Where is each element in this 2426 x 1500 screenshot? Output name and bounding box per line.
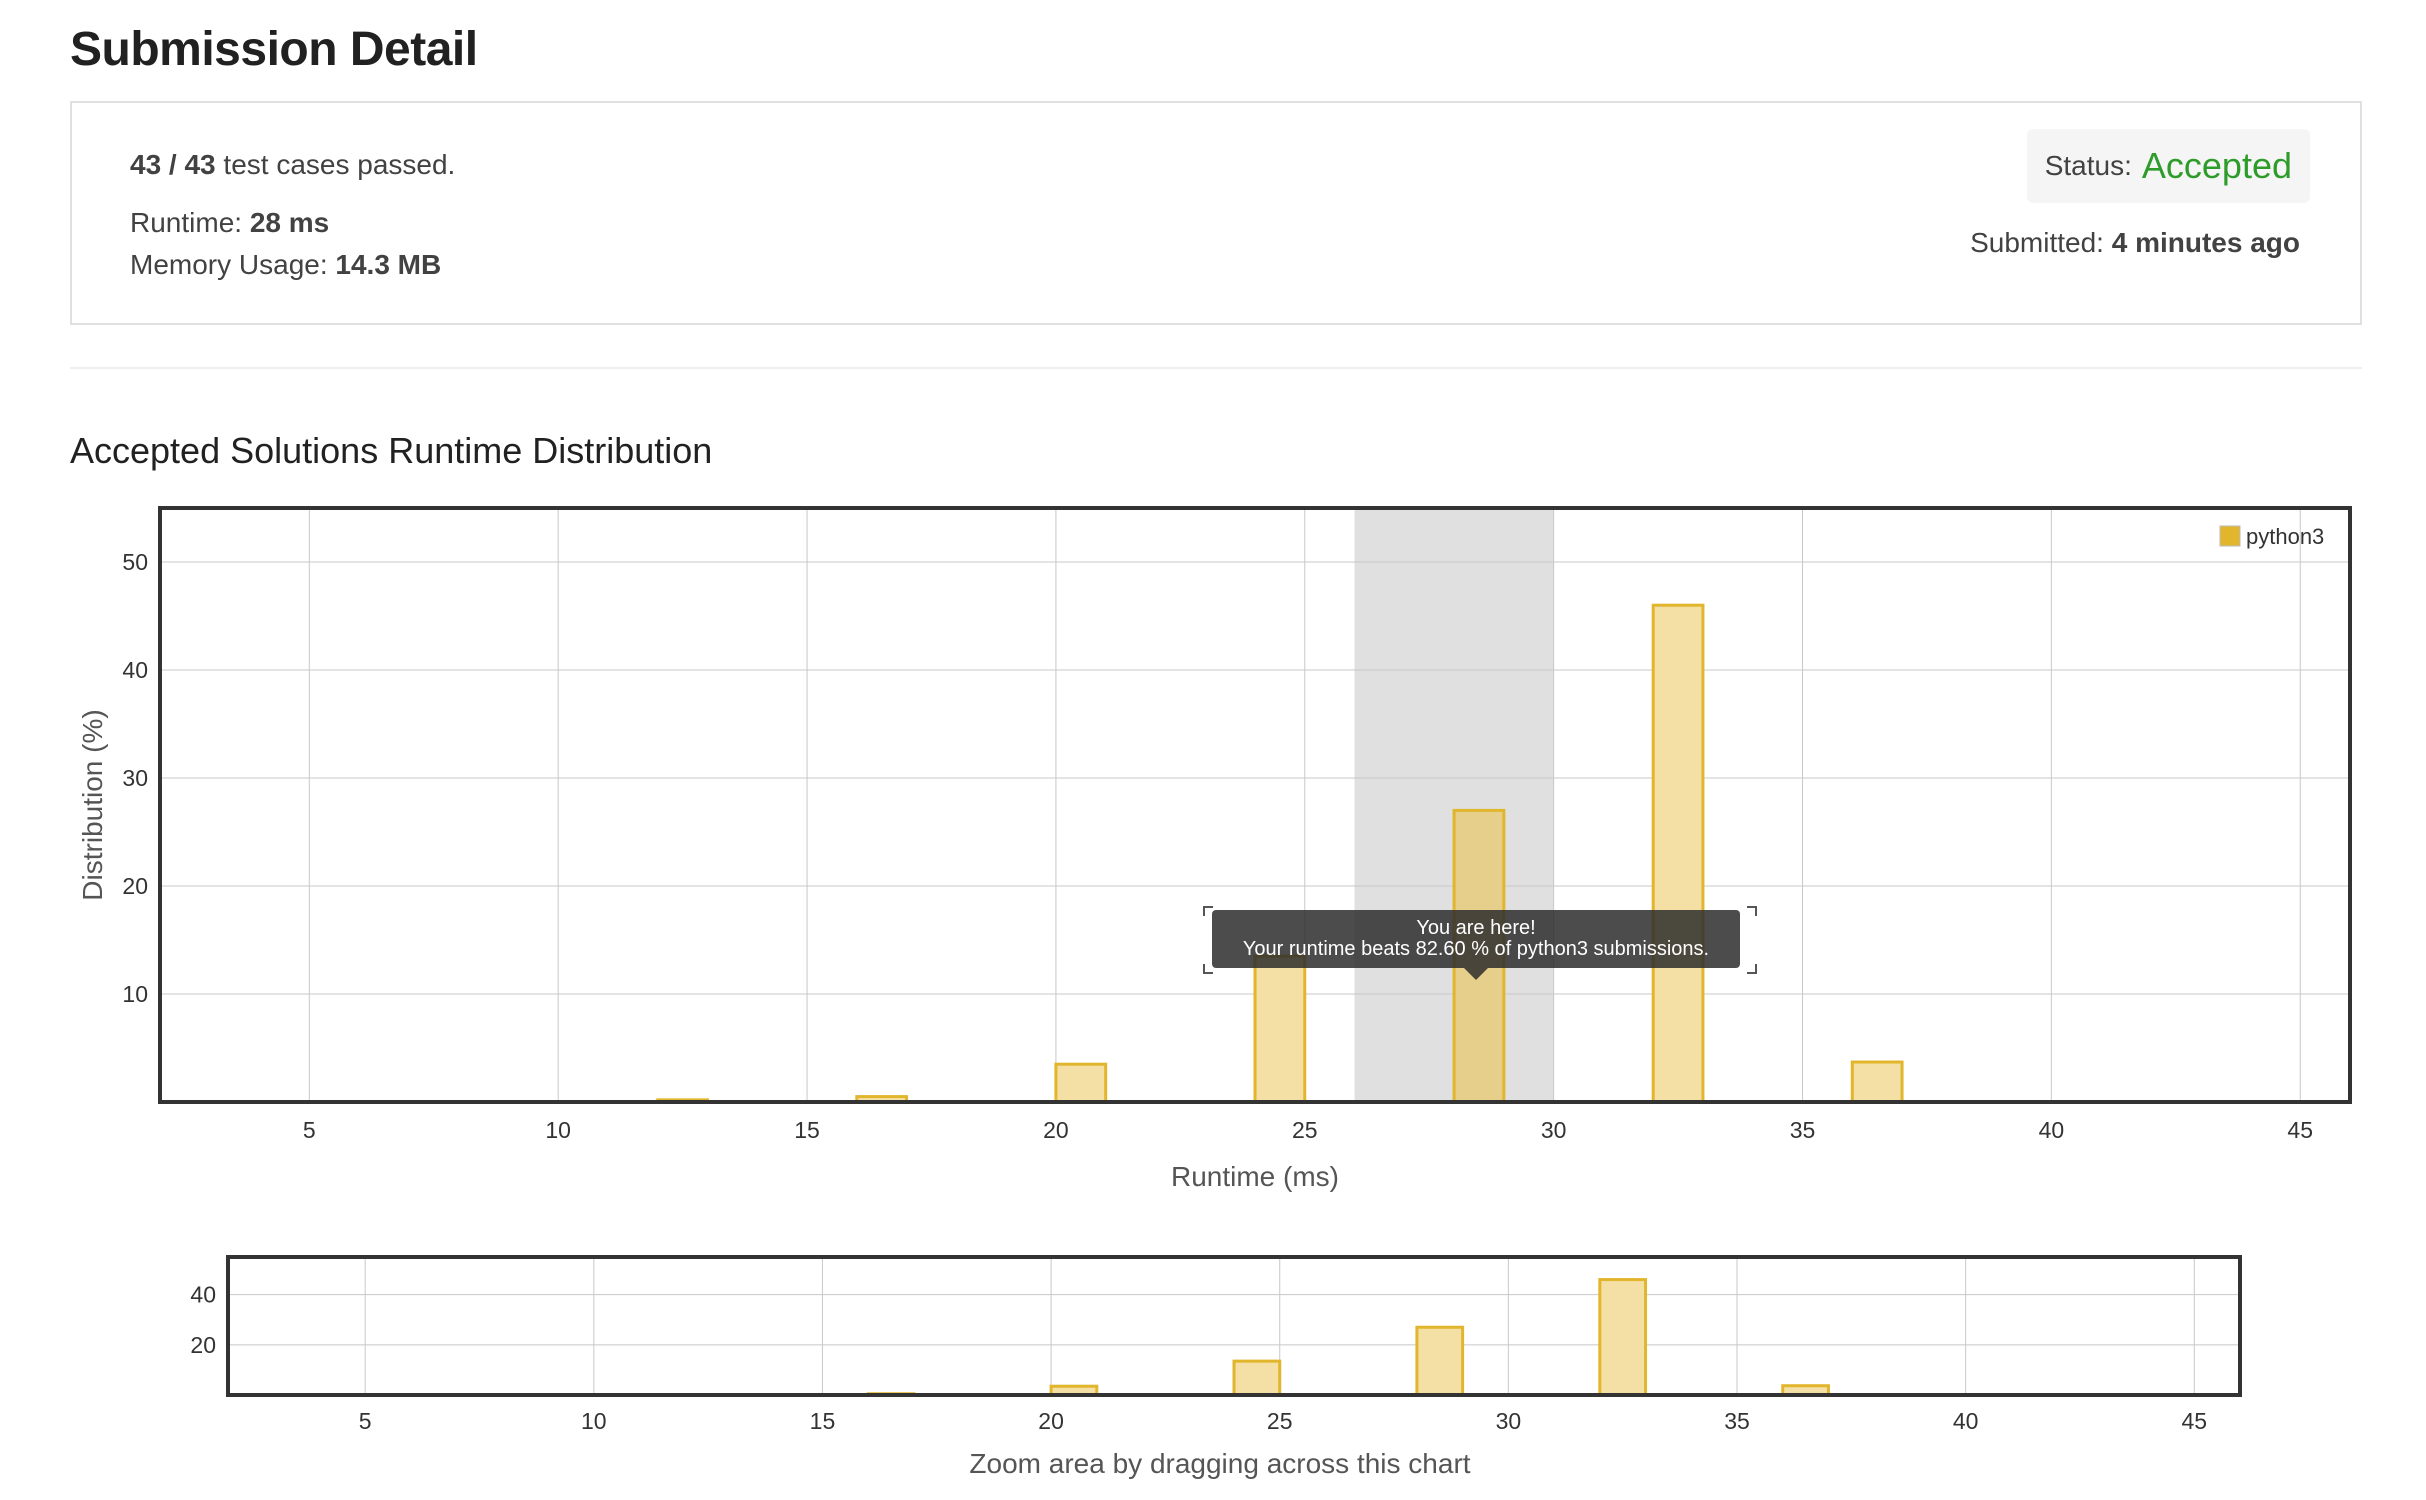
y-tick-label: 20 [190, 1332, 216, 1358]
memory-line: Memory Usage: 14.3 MB [130, 249, 441, 281]
page-title: Submission Detail [70, 23, 478, 76]
runtime-value: 28 ms [249, 207, 330, 238]
runtime-line: Runtime: 28 ms [130, 207, 329, 239]
y-tick-label: 50 [122, 549, 148, 575]
y-tick-label: 40 [122, 657, 148, 683]
y-tick-label: 30 [122, 765, 148, 791]
x-tick-label: 10 [545, 1117, 571, 1143]
runtime-tooltip: You are here! Your runtime beats 82.60 %… [1212, 910, 1740, 980]
tests-passed-suffix: test cases passed. [223, 149, 456, 180]
tooltip-title: You are here! [1416, 917, 1536, 939]
bar [1253, 954, 1307, 1104]
tooltip-corner [1203, 964, 1213, 974]
x-tick-label: 35 [1724, 1408, 1750, 1434]
tests-passed-count: 43 / 43 [130, 149, 216, 180]
memory-label: Memory Usage: [130, 249, 328, 280]
submitted-value: 4 minutes ago [2111, 227, 2300, 258]
x-tick-label: 45 [2181, 1408, 2207, 1434]
runtime-distribution-chart[interactable]: 5 10 15 20 25 30 35 40 45 10 20 30 40 50 Runtime (ms) D… [70, 495, 2370, 1205]
section-title: Accepted Solutions Runtime Distribution [70, 430, 713, 471]
tooltip-corner [1747, 964, 1757, 974]
x-tick-label: 20 [1038, 1408, 1064, 1434]
x-tick-label: 20 [1043, 1117, 1069, 1143]
bar [1850, 1060, 1904, 1104]
bar [1232, 1359, 1282, 1397]
x-tick-label: 5 [303, 1117, 316, 1143]
x-tick-label: 30 [1496, 1408, 1522, 1434]
submitted-label: Submitted: [1970, 227, 2104, 258]
submitted-line: Submitted: 4 minutes ago [1970, 227, 2300, 259]
x-tick-label: 45 [2287, 1117, 2313, 1143]
test-cases-summary: 43 / 43 test cases passed. [130, 149, 455, 181]
tooltip-corner [1203, 906, 1213, 916]
y-tick-label: 10 [122, 981, 148, 1007]
legend-label: python3 [2246, 524, 2324, 549]
x-tick-label: 15 [810, 1408, 836, 1434]
bar [1054, 1062, 1108, 1104]
legend-swatch [2219, 525, 2241, 547]
overview-zoom-chart[interactable]: 5 10 15 20 25 30 35 40 45 20 40 [140, 1235, 2270, 1435]
status-value: Accepted [2141, 145, 2292, 186]
y-tick-label: 20 [122, 873, 148, 899]
bar [1598, 1278, 1648, 1397]
tooltip-body: Your runtime beats 82.60 % of python3 su… [1242, 938, 1710, 960]
status-badge: Status: Accepted [2026, 129, 2310, 203]
runtime-label: Runtime: [130, 207, 243, 238]
plot-frame [226, 1255, 2242, 1397]
x-tick-label: 5 [359, 1408, 372, 1434]
x-tick-label: 40 [2039, 1117, 2065, 1143]
x-tick-label: 10 [581, 1408, 607, 1434]
x-tick-label: 25 [1267, 1408, 1293, 1434]
bar [1651, 603, 1705, 1104]
plot-frame [158, 506, 2352, 1104]
x-tick-label: 30 [1541, 1117, 1567, 1143]
status-label: Status: [2044, 150, 2132, 181]
x-tick-label: 15 [794, 1117, 820, 1143]
section-divider [70, 367, 2362, 369]
y-tick-label: 40 [190, 1282, 216, 1308]
x-tick-label: 40 [1953, 1408, 1979, 1434]
bar [1415, 1325, 1465, 1397]
zoom-caption: Zoom area by dragging across this chart [969, 1448, 1471, 1479]
tooltip-corner [1747, 906, 1757, 916]
submission-summary-panel: 43 / 43 test cases passed. Runtime: 28 m… [70, 101, 2362, 325]
x-axis-label: Runtime (ms) [1171, 1161, 1339, 1192]
y-axis-label: Distribution (%) [77, 709, 108, 900]
memory-value: 14.3 MB [335, 249, 442, 280]
x-tick-label: 25 [1292, 1117, 1318, 1143]
x-tick-label: 35 [1790, 1117, 1816, 1143]
